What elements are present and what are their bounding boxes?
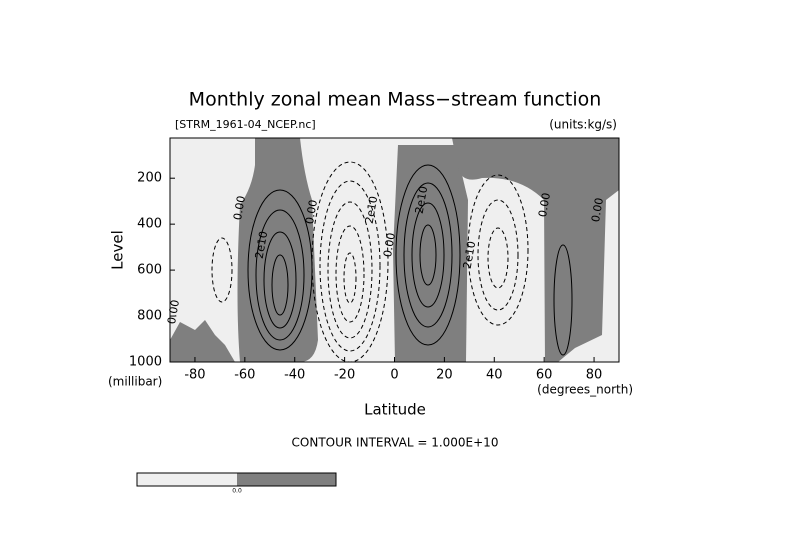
y-tick-label: 800	[137, 309, 162, 324]
x-tick-label: 40	[486, 368, 503, 383]
subtitle: [STRM_1961-04_NCEP.nc]	[175, 118, 316, 131]
positive-region	[170, 320, 235, 362]
contour-label: 0.00	[381, 232, 398, 258]
x-unit: (degrees_north)	[537, 383, 633, 397]
chart-title: Monthly zonal mean Mass−stream function	[189, 89, 602, 111]
contour-label: 0.00	[165, 299, 182, 325]
colorbar-frame	[136, 472, 337, 487]
contour-label: 0.00	[303, 199, 320, 225]
colorbar-label: 0.0	[232, 488, 242, 495]
x-tick-label: -60	[234, 368, 255, 383]
y-tick-label: 1000	[129, 355, 162, 370]
x-tick-label: -40	[284, 368, 305, 383]
contour-label: 2e10	[363, 195, 381, 225]
x-tick-label: -20	[334, 368, 355, 383]
x-tick-label: 0	[390, 368, 398, 383]
contour-interval: CONTOUR INTERVAL = 1.000E+10	[292, 436, 499, 450]
contour-label: 2e10	[413, 185, 431, 215]
contour-label: 0.00	[536, 192, 553, 218]
y-tick-label: 200	[137, 171, 162, 186]
contour-label: 2e10	[461, 240, 479, 270]
units-label: (units:kg/s)	[549, 118, 617, 132]
y-unit: (millibar)	[108, 375, 162, 389]
contour-label: 2e10	[253, 230, 271, 260]
y-axis-label: Level	[109, 230, 127, 270]
y-tick-label: 600	[137, 263, 162, 278]
colorbar-positive	[237, 473, 336, 486]
contour-label: 0.00	[589, 197, 606, 223]
colorbar: 0.0	[136, 472, 337, 495]
contour-label: 0.00	[231, 195, 248, 221]
x-tick-label: -80	[184, 368, 205, 383]
colorbar-negative	[137, 473, 237, 486]
x-tick-label: 80	[586, 368, 603, 383]
positive-region	[452, 138, 619, 362]
y-tick-label: 400	[137, 217, 162, 232]
x-axis-label: Latitude	[364, 401, 426, 419]
positive-region	[237, 138, 318, 362]
x-tick-label: 20	[436, 368, 453, 383]
x-tick-label: 60	[536, 368, 553, 383]
